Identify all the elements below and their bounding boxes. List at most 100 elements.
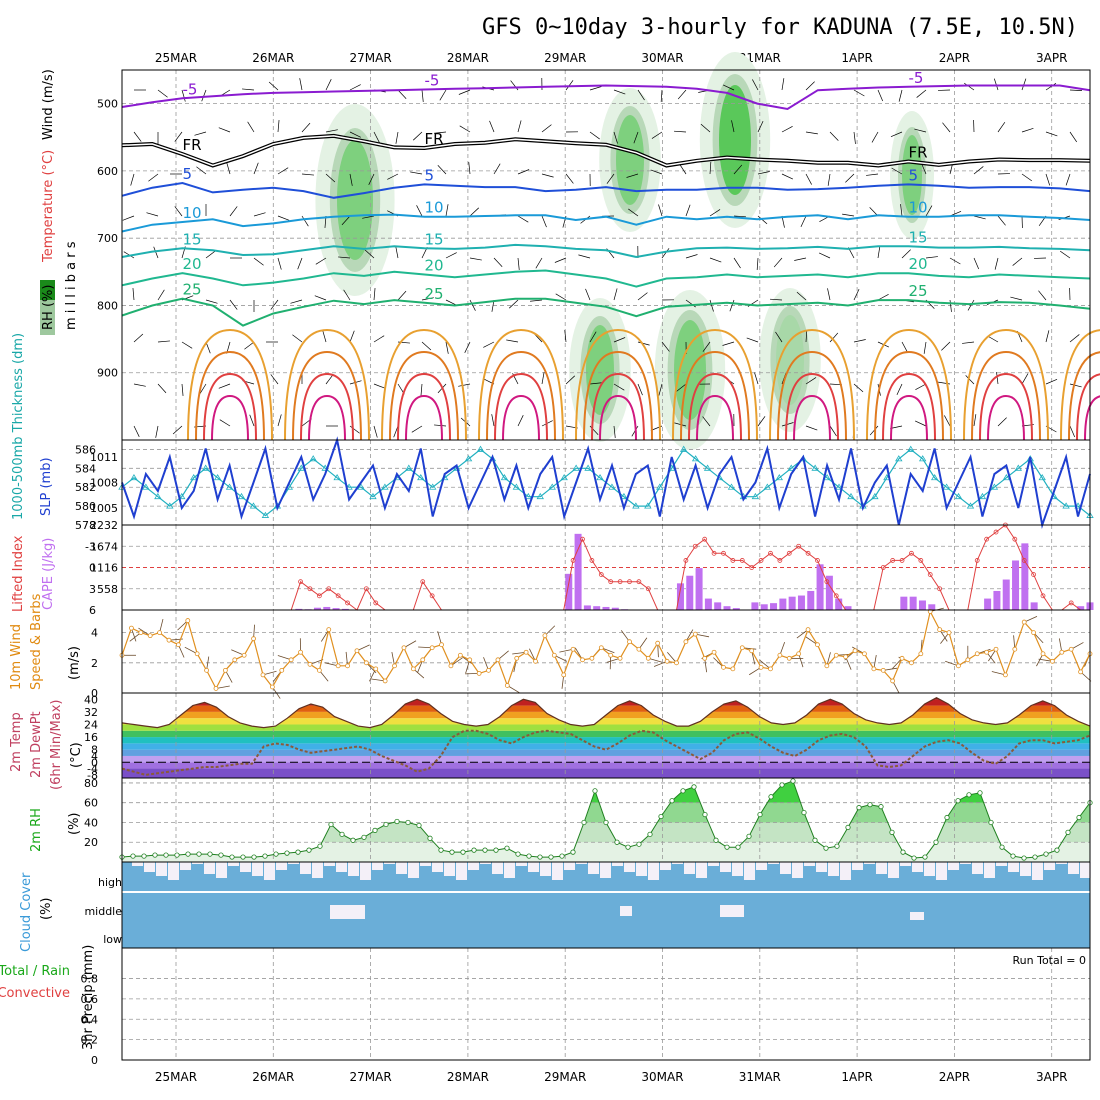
y-tick-label: 8 [91,744,98,757]
cloud-high-gap [264,862,275,880]
bottom-date-label: 29MAR [544,1070,586,1084]
wind10m-point [194,651,200,657]
rh2m-point [658,813,664,820]
y-tick-label: 32 [84,706,98,719]
wind-barb [349,84,361,91]
rh2m-point [702,811,708,818]
y-tick-label: 500 [97,98,118,111]
wind-barb [925,256,938,259]
wind-barb [633,131,639,144]
wind10m-point [316,667,322,673]
wind-barb [709,257,722,263]
wind-barb [900,204,903,217]
wind-barb [541,173,554,178]
cloud-high-gap [552,862,563,880]
top-date-label: 2APR [939,51,970,65]
y-tick-label: 40 [84,816,98,829]
cape-bar [583,605,591,610]
rh2m-point [581,819,587,826]
rh2m-point [768,794,774,800]
wind-barb [349,330,355,343]
thickness-point [679,445,688,452]
warm-contour [688,372,742,441]
wind-barb [181,383,184,396]
wind-barb [757,215,768,225]
rh2m-point [306,847,312,853]
lifted-index-point [777,558,783,563]
thickness-point [644,502,652,509]
wind-barb [421,297,434,301]
wind-barb [994,257,999,270]
wind-barb [702,341,711,352]
isotherm-label: -5 [909,69,924,87]
wind-barb [493,257,503,268]
wind-barb [746,337,759,343]
thickness-point [381,483,389,490]
wind-barb [157,289,165,301]
wind-barb [827,173,831,186]
wind10m-point [570,646,576,652]
wind10m-point [204,667,209,673]
wind-barb [700,123,711,133]
wind-barb [565,80,574,91]
wind-barb [869,425,879,436]
warm-contour [284,328,370,441]
cloud-high-gap [984,862,995,878]
thickness-point [261,511,270,518]
top-date-label: 30MAR [641,51,683,65]
rh2m-point [284,850,290,856]
wind-barb [973,414,977,427]
thickness-point [536,492,544,500]
wind10m-point [542,633,548,639]
bottom-date-label: 28MAR [447,1070,489,1084]
cloud-high-gap [996,862,1007,866]
wind-barb [589,86,602,91]
rh2m-point [1010,853,1016,859]
wind-barb [555,293,567,301]
rh2m-point [867,802,873,808]
wind-barb [373,335,385,343]
isotherm-label: 20 [909,255,928,273]
thickness-point [1014,464,1023,471]
wind-barb [517,257,520,270]
warm-contour [211,394,249,441]
wind10m-point [815,642,820,648]
cloud-high-gap [840,862,851,880]
rh2m-point [328,821,334,828]
wind10m-point [260,672,266,678]
wind-barb [445,252,457,259]
wind10m-point [269,684,275,690]
slp-line [121,436,1091,529]
wind-barb [853,383,864,393]
rh2m-point [746,833,752,839]
cape-bar [1021,543,1029,610]
wind-barb [660,89,663,102]
rh2m-point [559,853,565,859]
cloud-high-gap [852,862,863,870]
wind-barb [341,215,351,226]
rh2m-point [911,855,917,861]
wind-barb [155,425,159,438]
rh2m-label: 2m RH [29,808,44,852]
cape-bar [686,575,694,610]
wind10m-point [326,627,332,633]
temp-band [122,762,1090,769]
wind-barb [506,339,519,343]
lifted-index-point [1012,536,1018,542]
lifted-index-point [815,558,820,563]
wind-barb [805,173,812,185]
rh2m-point [614,839,620,845]
wind-barb [349,173,353,186]
wind-barb [242,88,255,91]
y-tick-label: 800 [97,299,118,312]
cape-bar [574,533,582,610]
thickness-point [178,492,186,500]
thickness-point [524,492,533,500]
thickness-point [249,502,258,509]
wind10m-point [1012,646,1018,652]
warm-contour [1084,395,1100,441]
wind10m-point [965,657,971,663]
isotherm-label: FR [183,136,202,154]
temp2m-line [121,697,1091,729]
wind-barb [877,89,884,102]
